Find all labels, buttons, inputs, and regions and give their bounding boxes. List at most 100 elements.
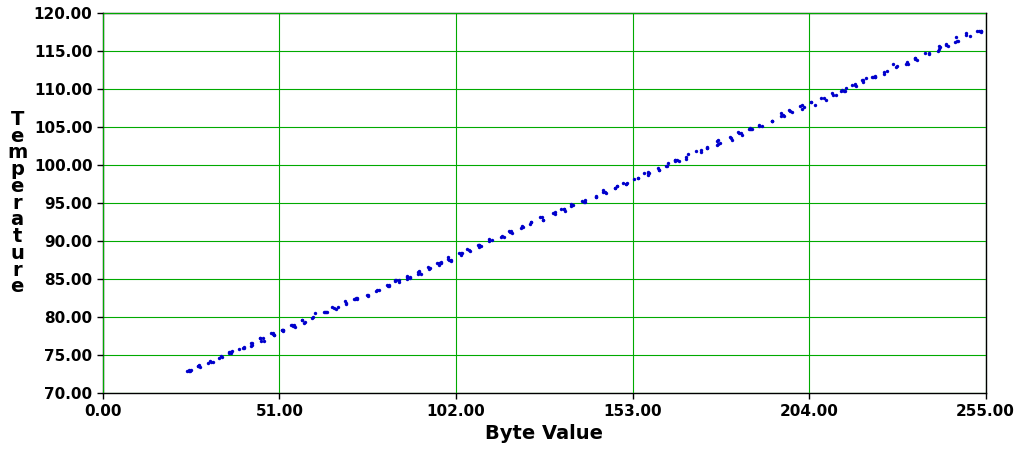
Point [876,70,892,77]
Point [937,42,954,49]
Point [688,148,704,155]
Point [885,60,901,68]
Point [502,229,518,236]
Point [379,282,396,289]
Point [523,219,540,226]
Point [958,29,974,36]
Point [433,260,450,267]
Point [221,349,237,356]
Point [667,157,684,164]
Point [439,253,456,261]
Point [834,87,850,94]
Point [907,55,923,62]
Point [410,270,426,278]
Point [763,117,780,124]
Point [577,197,594,204]
Point [536,216,552,224]
Point [814,94,830,101]
Point [625,176,642,183]
Point [451,250,467,257]
Point [459,246,475,253]
Point [496,234,512,241]
Point [293,317,310,324]
Point [659,160,676,167]
Point [462,248,478,255]
Point [876,68,892,76]
Point [274,327,290,334]
Point [402,273,418,280]
Point [244,340,261,347]
Point [454,250,470,257]
Point [181,367,197,374]
Point [346,295,363,302]
Point [563,201,579,208]
Point [837,87,853,94]
Point [802,99,819,106]
Point [256,334,272,342]
Point [231,346,247,353]
Point [659,162,676,170]
Point [844,81,861,89]
Point [898,60,915,68]
Point [576,198,593,206]
Point [324,304,340,311]
Point [617,180,634,187]
Point [556,205,572,212]
Point [287,324,304,331]
Point [711,140,728,147]
Point [606,184,622,191]
Point [183,366,199,373]
Point [828,91,844,98]
Point [763,117,780,125]
Point [275,328,291,335]
Point [669,157,686,164]
Point [347,295,364,302]
Point [211,354,227,361]
Point [932,43,948,50]
Point [337,301,354,308]
Point [381,283,398,290]
Point [547,209,563,216]
Point [744,126,760,133]
Point [833,87,849,94]
Point [742,124,758,131]
Point [265,331,281,338]
Point [670,158,687,165]
Point [857,75,874,82]
Point [898,58,915,66]
Point [316,309,332,316]
Point [709,136,726,144]
Point [304,315,320,322]
Point [733,130,749,137]
Point [650,166,666,173]
Point [531,213,548,220]
Point [523,219,540,226]
Point [708,137,725,144]
Point [973,28,989,35]
Point [930,47,946,54]
Point [854,78,871,85]
Point [553,205,569,212]
Point [242,339,259,346]
Point [386,276,403,283]
Point [636,170,652,177]
Point [734,131,750,139]
Point [847,82,864,89]
Point [513,225,529,232]
Point [825,91,841,98]
Point [192,363,208,370]
Point [413,270,429,277]
Point [573,197,590,204]
Point [751,122,768,129]
Point [972,27,988,34]
Point [889,62,905,69]
Point [754,123,771,130]
Point [504,229,520,236]
Point [950,37,967,45]
Point [588,194,604,201]
Point [557,207,573,215]
Point [274,326,290,333]
Point [402,274,418,282]
Point [535,216,551,224]
Point [221,348,237,356]
